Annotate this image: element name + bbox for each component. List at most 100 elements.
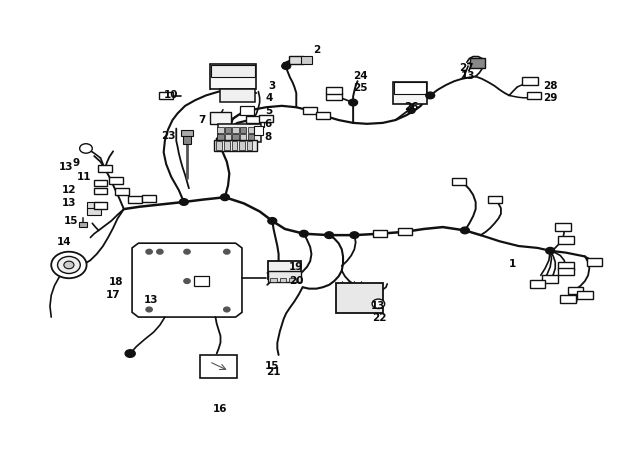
Bar	[214, 141, 257, 151]
Bar	[289, 56, 303, 64]
Text: 18: 18	[108, 277, 123, 287]
Bar	[268, 271, 301, 282]
Bar	[542, 276, 558, 283]
Bar	[373, 230, 387, 238]
Circle shape	[223, 307, 230, 312]
Text: 1: 1	[509, 258, 516, 268]
Bar	[224, 142, 230, 150]
Text: 26: 26	[404, 102, 418, 112]
Bar	[94, 202, 107, 209]
Bar	[115, 188, 129, 195]
Bar	[240, 134, 246, 140]
Text: 8: 8	[264, 132, 272, 142]
Text: 2: 2	[313, 46, 320, 56]
Text: 20: 20	[289, 276, 304, 286]
Text: 11: 11	[77, 172, 91, 182]
Bar	[217, 127, 223, 133]
Circle shape	[179, 199, 188, 205]
Text: 13: 13	[461, 71, 475, 82]
Bar	[470, 58, 486, 68]
Bar	[210, 64, 256, 89]
Text: 4: 4	[265, 93, 273, 103]
Circle shape	[349, 99, 358, 106]
Bar	[225, 134, 231, 140]
Bar	[254, 126, 263, 135]
Text: 5: 5	[265, 105, 273, 115]
Text: 6: 6	[264, 119, 272, 129]
Circle shape	[157, 249, 163, 254]
Text: 27: 27	[460, 63, 474, 73]
Text: 28: 28	[543, 81, 558, 91]
Bar	[487, 196, 501, 203]
Bar	[326, 93, 342, 100]
Circle shape	[372, 299, 385, 309]
Circle shape	[268, 218, 277, 224]
Bar	[301, 56, 312, 64]
Bar	[259, 114, 273, 122]
Circle shape	[146, 307, 153, 312]
Bar	[560, 295, 576, 303]
Bar	[216, 142, 222, 150]
Bar	[248, 134, 254, 140]
Circle shape	[80, 144, 92, 153]
Bar	[568, 287, 584, 294]
Circle shape	[220, 194, 229, 200]
Circle shape	[146, 249, 153, 254]
Circle shape	[223, 249, 230, 254]
Bar	[98, 165, 112, 172]
Bar	[218, 124, 261, 142]
Text: 19: 19	[289, 262, 303, 272]
Bar	[210, 112, 230, 124]
Bar	[587, 258, 603, 266]
Bar	[232, 127, 239, 133]
Bar	[558, 236, 574, 244]
Bar	[394, 82, 426, 94]
Bar	[530, 280, 546, 288]
Bar	[225, 127, 231, 133]
Bar	[142, 195, 156, 202]
Text: 25: 25	[353, 83, 368, 93]
Bar	[217, 134, 223, 140]
Circle shape	[64, 261, 74, 269]
Bar	[183, 132, 191, 144]
Bar	[94, 188, 107, 194]
Bar	[248, 127, 254, 133]
Bar	[280, 278, 286, 283]
Text: 21: 21	[266, 368, 281, 378]
Text: 29: 29	[543, 93, 558, 103]
Bar	[558, 262, 574, 270]
Circle shape	[460, 227, 469, 234]
Text: 13: 13	[371, 301, 385, 311]
Text: 24: 24	[353, 71, 368, 82]
Bar	[232, 134, 239, 140]
Circle shape	[426, 92, 435, 99]
Bar	[246, 115, 260, 123]
Text: 14: 14	[56, 237, 71, 247]
Bar	[211, 65, 255, 76]
Bar	[268, 261, 301, 279]
Bar	[194, 276, 210, 286]
Text: 22: 22	[372, 313, 387, 323]
Bar	[335, 284, 383, 313]
Circle shape	[299, 230, 308, 237]
Circle shape	[350, 232, 359, 238]
Circle shape	[184, 249, 190, 254]
Text: 7: 7	[198, 115, 205, 125]
Bar	[316, 112, 330, 119]
Bar	[303, 107, 317, 114]
Bar	[398, 228, 412, 236]
Bar	[558, 268, 574, 276]
Text: 13: 13	[58, 162, 73, 172]
Text: 3: 3	[268, 81, 276, 91]
Bar	[392, 82, 427, 104]
Text: 10: 10	[164, 90, 179, 100]
Text: 9: 9	[73, 158, 80, 168]
Bar	[232, 142, 237, 150]
Bar	[109, 177, 123, 184]
Circle shape	[408, 108, 415, 114]
Bar	[326, 87, 342, 95]
Bar	[220, 89, 255, 102]
Bar	[79, 222, 87, 227]
Text: 23: 23	[161, 131, 175, 141]
Bar	[240, 106, 254, 115]
